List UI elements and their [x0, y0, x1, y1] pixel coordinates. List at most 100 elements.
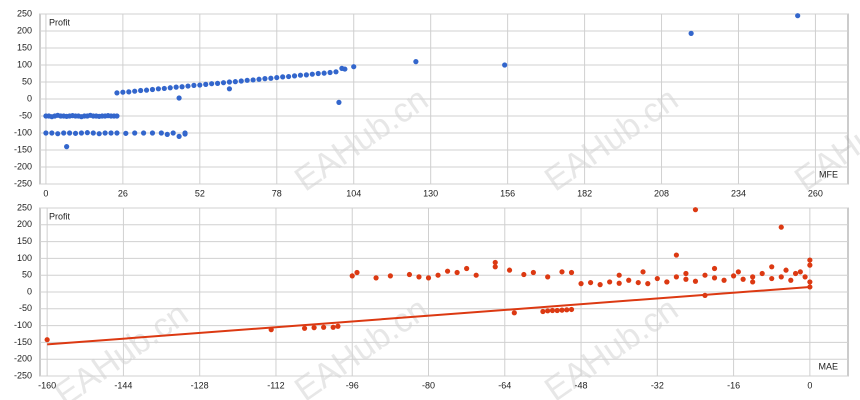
y-tick-label: -200 — [14, 161, 32, 171]
y-tick-label: 200 — [17, 219, 32, 229]
y-tick-label: -250 — [14, 178, 32, 188]
point — [425, 275, 432, 281]
point — [209, 81, 215, 87]
point — [84, 130, 90, 136]
trendline — [47, 285, 810, 346]
point — [549, 307, 556, 314]
point — [473, 272, 479, 278]
x-axis-label: MAE — [818, 361, 838, 371]
x-tick-label: 0 — [807, 380, 812, 390]
point — [654, 275, 660, 282]
point — [802, 274, 808, 280]
point — [387, 273, 393, 279]
y-tick-label: -150 — [14, 337, 32, 347]
point — [792, 270, 799, 277]
y-tick-label: 0 — [27, 93, 32, 103]
point — [66, 130, 73, 136]
point — [291, 73, 298, 79]
point — [735, 269, 741, 275]
x-tick-label: -80 — [422, 380, 435, 390]
point — [692, 207, 699, 213]
point — [238, 78, 244, 84]
x-tick-label: 78 — [272, 188, 282, 198]
point — [185, 83, 191, 89]
point — [626, 277, 632, 283]
point — [244, 77, 250, 83]
point — [138, 87, 144, 94]
x-tick-label: -160 — [38, 380, 56, 390]
point — [114, 113, 120, 119]
point — [578, 281, 584, 287]
point — [226, 79, 233, 85]
watermark: EAHub.cn — [288, 290, 435, 400]
point — [167, 85, 173, 91]
point — [645, 281, 651, 287]
point — [616, 272, 622, 278]
point — [444, 268, 451, 274]
point — [502, 62, 508, 68]
point — [597, 282, 603, 288]
point — [96, 131, 102, 137]
point — [64, 144, 70, 150]
point — [173, 84, 179, 90]
point — [721, 277, 727, 283]
point — [72, 130, 79, 136]
point — [149, 86, 156, 93]
point — [683, 270, 689, 277]
point — [149, 130, 156, 136]
point — [78, 130, 85, 136]
x-tick-label: -48 — [575, 380, 588, 390]
point — [123, 130, 129, 136]
point — [807, 279, 813, 285]
point — [161, 85, 167, 92]
point — [349, 273, 355, 279]
point — [286, 73, 292, 80]
point — [540, 308, 546, 315]
point — [191, 82, 197, 88]
point — [315, 70, 321, 77]
y-tick-label: 50 — [22, 270, 32, 280]
y-tick-label: -150 — [14, 144, 32, 154]
point — [303, 72, 309, 78]
point — [568, 306, 575, 313]
point — [321, 324, 327, 330]
point — [778, 224, 784, 230]
y-tick-label: -200 — [14, 354, 32, 364]
point — [616, 280, 622, 286]
point — [102, 130, 108, 136]
x-tick-label: 234 — [731, 188, 746, 198]
x-tick-label: -32 — [651, 380, 664, 390]
point — [711, 265, 718, 272]
point — [155, 86, 161, 92]
x-tick-label: -96 — [346, 380, 359, 390]
y-tick-label: -50 — [19, 110, 32, 120]
point — [416, 274, 422, 280]
point — [454, 269, 460, 276]
point — [413, 59, 419, 65]
point — [330, 324, 336, 330]
point — [179, 84, 185, 90]
point — [214, 80, 221, 86]
point — [702, 272, 708, 278]
point — [373, 275, 379, 281]
point — [43, 130, 49, 136]
x-tick-label: 182 — [577, 188, 592, 198]
point — [692, 278, 699, 284]
point — [176, 95, 182, 101]
point — [321, 70, 327, 76]
point — [256, 76, 262, 82]
point — [750, 279, 756, 285]
point — [807, 284, 813, 290]
point — [492, 259, 498, 266]
point — [268, 75, 274, 81]
y-axis-label: Profit — [49, 17, 71, 27]
point — [120, 89, 126, 95]
x-tick-label: 260 — [808, 188, 823, 198]
point — [464, 265, 470, 272]
point — [114, 90, 120, 96]
point — [158, 130, 164, 136]
point — [587, 279, 594, 286]
x-tick-label: 0 — [43, 188, 48, 198]
